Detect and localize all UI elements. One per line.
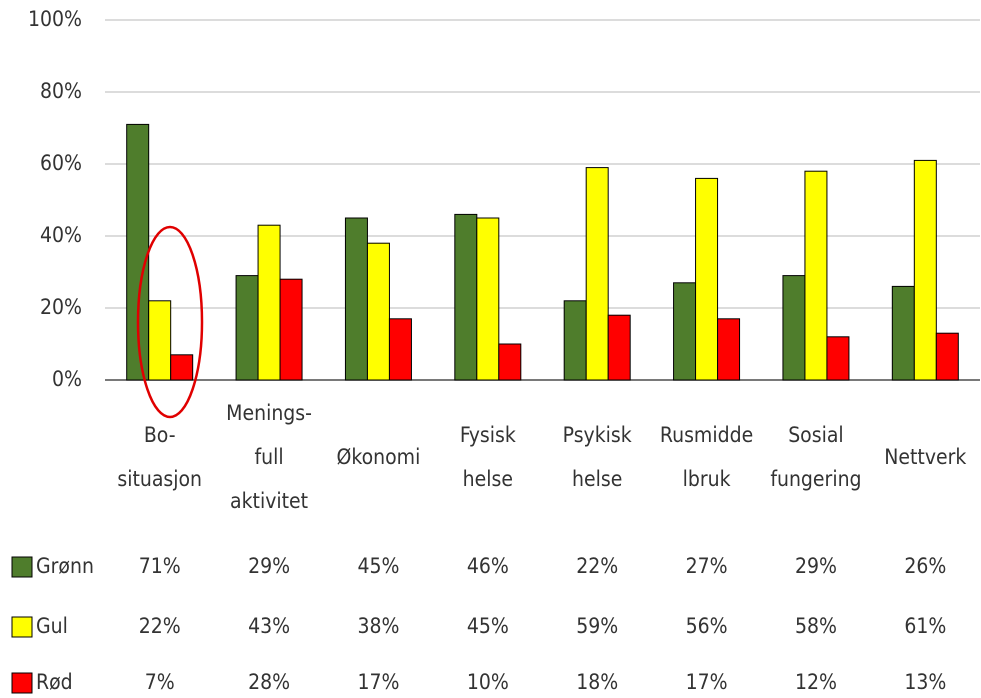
legend-swatch bbox=[11, 556, 33, 578]
bar bbox=[257, 224, 281, 381]
y-tick-label: 20% bbox=[40, 295, 82, 319]
table-value: 27% bbox=[686, 554, 728, 578]
table-value: 28% bbox=[248, 670, 290, 694]
table-value: 10% bbox=[467, 670, 509, 694]
bar bbox=[804, 170, 828, 381]
table-value: 22% bbox=[139, 614, 181, 638]
table-value: 17% bbox=[686, 670, 728, 694]
table-value: 29% bbox=[795, 554, 837, 578]
bar bbox=[585, 167, 609, 381]
table-value: 12% bbox=[795, 670, 837, 694]
table-value: 7% bbox=[145, 670, 175, 694]
table-value: 45% bbox=[467, 614, 509, 638]
bar bbox=[235, 275, 259, 381]
table-value: 61% bbox=[904, 614, 946, 638]
y-tick-label: 40% bbox=[40, 223, 82, 247]
y-tick-label: 80% bbox=[40, 79, 82, 103]
x-tick-label: Menings-full aktivitet bbox=[226, 401, 312, 513]
table-value: 22% bbox=[576, 554, 618, 578]
x-tick-label: Fysisk helse bbox=[460, 423, 516, 491]
legend-swatch bbox=[11, 672, 33, 694]
bar bbox=[563, 300, 587, 381]
x-tick-label: Sosial fungering bbox=[770, 423, 861, 491]
table-value: 56% bbox=[686, 614, 728, 638]
bar bbox=[673, 282, 697, 381]
bar bbox=[717, 318, 741, 381]
table-value: 59% bbox=[576, 614, 618, 638]
legend-swatch bbox=[11, 616, 33, 638]
bar bbox=[366, 242, 390, 381]
table-value: 38% bbox=[357, 614, 399, 638]
bar bbox=[476, 217, 500, 381]
table-value: 43% bbox=[248, 614, 290, 638]
bar bbox=[826, 336, 850, 381]
x-tick-label: Rusmidde lbruk bbox=[660, 423, 753, 491]
bar bbox=[695, 177, 719, 381]
table-value: 17% bbox=[357, 670, 399, 694]
legend-label: Rød bbox=[36, 670, 73, 694]
bar bbox=[935, 332, 959, 381]
bar bbox=[891, 285, 915, 381]
legend-label: Grønn bbox=[36, 554, 94, 578]
x-tick-label: Nettverk bbox=[884, 445, 966, 469]
x-tick-label: Økonomi bbox=[337, 445, 421, 469]
x-tick-label: Psykisk helse bbox=[563, 423, 632, 491]
bar bbox=[170, 354, 194, 381]
bar bbox=[454, 213, 478, 381]
y-tick-label: 100% bbox=[28, 7, 82, 31]
legend-label: Gul bbox=[36, 614, 68, 638]
bar bbox=[782, 275, 806, 381]
table-value: 58% bbox=[795, 614, 837, 638]
y-tick-label: 0% bbox=[52, 367, 82, 391]
bar bbox=[279, 278, 303, 381]
highlight-ellipse bbox=[136, 225, 204, 419]
bar bbox=[148, 300, 172, 381]
table-value: 29% bbox=[248, 554, 290, 578]
table-value: 71% bbox=[139, 554, 181, 578]
table-value: 18% bbox=[576, 670, 618, 694]
table-value: 13% bbox=[904, 670, 946, 694]
table-value: 46% bbox=[467, 554, 509, 578]
bar bbox=[607, 314, 631, 381]
bar bbox=[388, 318, 412, 381]
table-value: 26% bbox=[904, 554, 946, 578]
table-value: 45% bbox=[357, 554, 399, 578]
x-tick-label: Bo-situasjon bbox=[117, 423, 202, 491]
y-tick-label: 60% bbox=[40, 151, 82, 175]
bar bbox=[913, 159, 937, 381]
bar bbox=[498, 343, 522, 381]
bar bbox=[344, 217, 368, 381]
